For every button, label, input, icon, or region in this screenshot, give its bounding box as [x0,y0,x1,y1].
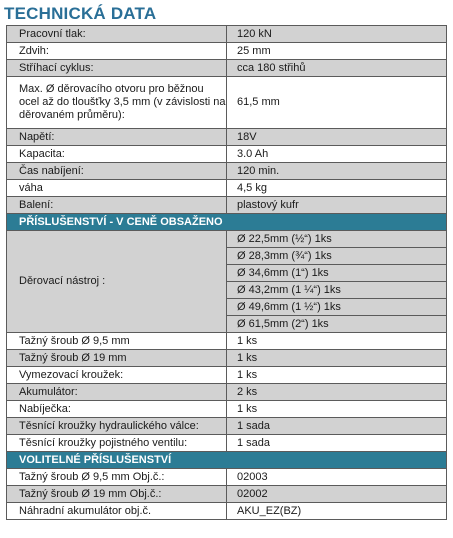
section-title: VOLITELNÉ PŘÍSLUŠENSTVÍ [6,451,447,469]
punch-size: Ø 34,6mm (1“) 1ks [226,264,447,282]
accessory-label: Vymezovací kroužek: [6,366,227,384]
spec-label: Balení: [6,196,227,214]
optional-label: Tažný šroub Ø 9,5 mm Obj.č.: [6,468,227,486]
accessory-label: Akumulátor: [6,383,227,401]
optional-value: AKU_EZ(BZ) [226,502,447,520]
table-row: Vymezovací kroužek: 1 ks [6,366,447,384]
table-row: Kapacita: 3.0 Ah [6,145,447,163]
accessory-value: 1 sada [226,434,447,452]
table-row: Čas nabíjení: 120 min. [6,162,447,180]
table-row: Ø 61,5mm (2“) 1ks [7,315,447,333]
table-row: Tažný šroub Ø 19 mm 1 ks [6,349,447,367]
spec-value: 120 min. [226,162,447,180]
spec-value: plastový kufr [226,196,447,214]
optional-label: Tažný šroub Ø 19 mm Obj.č.: [6,485,227,503]
spec-label: Stříhací cyklus: [6,59,227,77]
table-row: Ø 34,6mm (1“) 1ks [7,264,447,282]
punch-tool-label: Děrovací nástroj : [6,230,227,333]
table-row: Děrovací nástroj : Ø 22,5mm (½“) 1ks [6,230,447,333]
table-row: Balení: plastový kufr [6,196,447,214]
table-row: Ø 28,3mm (¾“) 1ks [7,247,447,265]
accessory-value: 1 ks [226,366,447,384]
table-row: Akumulátor: 2 ks [6,383,447,401]
accessory-label: Tažný šroub Ø 19 mm [6,349,227,367]
spec-value: 25 mm [226,42,447,60]
optional-value: 02002 [226,485,447,503]
punch-size: Ø 61,5mm (2“) 1ks [226,315,447,333]
accessory-value: 1 sada [226,417,447,435]
section-header-optional: VOLITELNÉ PŘÍSLUŠENSTVÍ [6,451,447,469]
spec-value: 120 kN [226,25,447,43]
table-row: Tažný šroub Ø 19 mm Obj.č.: 02002 [6,485,447,503]
spec-label: Max. Ø děrovacího otvoru pro běžnou ocel… [6,76,227,129]
accessory-value: 1 ks [226,332,447,350]
table-row: Tažný šroub Ø 9,5 mm Obj.č.: 02003 [6,468,447,486]
spec-value: 3.0 Ah [226,145,447,163]
punch-size: Ø 43,2mm (1 ¼“) 1ks [226,281,447,299]
table-row: Napětí: 18V [6,128,447,146]
punch-size: Ø 28,3mm (¾“) 1ks [226,247,447,265]
table-row: Tažný šroub Ø 9,5 mm 1 ks [6,332,447,350]
optional-value: 02003 [226,468,447,486]
accessory-label: Tažný šroub Ø 9,5 mm [6,332,227,350]
accessory-label: Těsnící kroužky pojistného ventilu: [6,434,227,452]
punch-size: Ø 22,5mm (½“) 1ks [226,230,447,248]
spec-label: Kapacita: [6,145,227,163]
spec-value: cca 180 střihů [226,59,447,77]
accessory-value: 1 ks [226,400,447,418]
punch-size: Ø 49,6mm (1 ½“) 1ks [226,298,447,316]
table-row: Pracovní tlak: 120 kN [6,25,447,43]
table-row: Těsnící kroužky pojistného ventilu: 1 sa… [6,434,447,452]
spec-value: 61,5 mm [226,76,447,129]
spec-label: Zdvih: [6,42,227,60]
spec-label: Pracovní tlak: [6,25,227,43]
spec-label: váha [6,179,227,197]
section-title: PŘÍSLUŠENSTVÍ - V CENĚ OBSAŽENO [6,213,447,231]
section-header-included: PŘÍSLUŠENSTVÍ - V CENĚ OBSAŽENO [6,213,447,231]
spec-label: Čas nabíjení: [6,162,227,180]
accessory-label: Nabíječka: [6,400,227,418]
table-row: Ø 43,2mm (1 ¼“) 1ks [7,281,447,299]
spec-label: Napětí: [6,128,227,146]
table-row: Těsnící kroužky hydraulického válce: 1 s… [6,417,447,435]
spec-value: 18V [226,128,447,146]
table-row: Max. Ø děrovacího otvoru pro běžnou ocel… [6,76,447,129]
table-row: Nabíječka: 1 ks [6,400,447,418]
table-row: Stříhací cyklus: cca 180 střihů [6,59,447,77]
accessory-value: 1 ks [226,349,447,367]
table-row: Zdvih: 25 mm [6,42,447,60]
page-title: TECHNICKÁ DATA [4,4,157,23]
accessory-value: 2 ks [226,383,447,401]
optional-label: Náhradní akumulátor obj.č. [6,502,227,520]
table-row: váha 4,5 kg [6,179,447,197]
spec-table: Pracovní tlak: 120 kN Zdvih: 25 mm Stříh… [6,25,447,520]
table-row: Náhradní akumulátor obj.č. AKU_EZ(BZ) [6,502,447,520]
spec-value: 4,5 kg [226,179,447,197]
accessory-label: Těsnící kroužky hydraulického válce: [6,417,227,435]
